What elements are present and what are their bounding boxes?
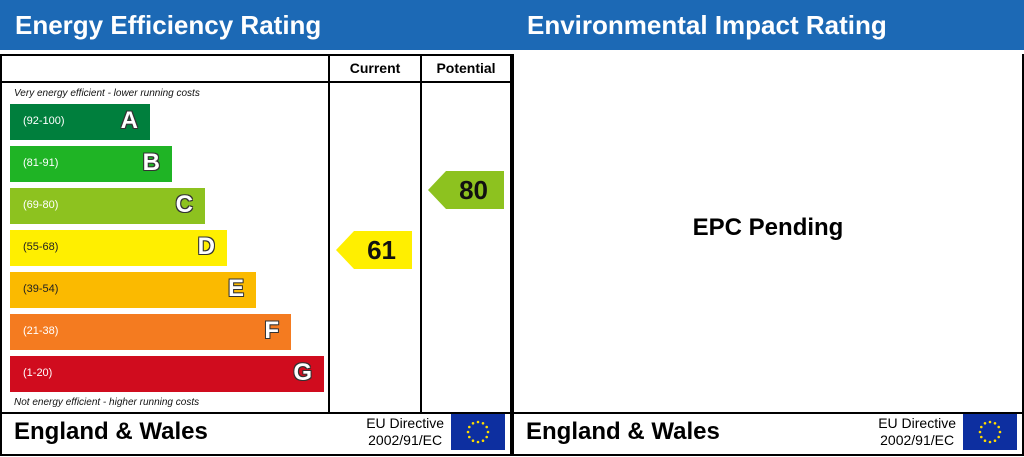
band-letter: B: [142, 149, 160, 176]
band-range: (81-91): [23, 157, 59, 169]
divider: [514, 412, 1022, 414]
divider: [328, 56, 330, 414]
band-letter: D: [197, 233, 215, 260]
band-letter: C: [175, 191, 193, 218]
band-a: (92-100) A: [10, 104, 150, 140]
environmental-impact-title: Environmental Impact Rating: [512, 0, 1024, 50]
band-e: (39-54) E: [10, 272, 256, 308]
eu-directive: EU Directive 2002/91/EC: [878, 415, 956, 449]
energy-efficiency-title: Energy Efficiency Rating: [0, 0, 512, 50]
environmental-impact-panel: EPC Pending England & Wales EU Directive…: [512, 54, 1024, 456]
band-range: (21-38): [23, 325, 59, 337]
band-range: (1-20): [23, 367, 53, 379]
band-b: (81-91) B: [10, 146, 172, 182]
band-g: (1-20) G: [10, 356, 324, 392]
energy-efficiency-panel: Current Potential Very energy efficient …: [0, 54, 512, 456]
band-letter: G: [293, 359, 312, 386]
band-letter: E: [227, 275, 244, 302]
potential-rating-arrow: 80: [428, 171, 504, 209]
footer: England & Wales EU Directive 2002/91/EC: [514, 412, 1022, 454]
divider: [420, 56, 422, 414]
region-label: England & Wales: [14, 418, 208, 445]
divider: [2, 81, 510, 83]
band-d: (55-68) D: [10, 230, 227, 266]
band-range: (92-100): [23, 115, 65, 127]
band-range: (69-80): [23, 199, 59, 211]
current-rating-arrow: 61: [336, 231, 412, 269]
directive-line2: 2002/91/EC: [368, 432, 443, 448]
current-column-header: Current: [328, 56, 420, 81]
directive-line1: EU Directive: [878, 415, 956, 431]
eu-directive: EU Directive 2002/91/EC: [366, 415, 444, 449]
epc-pending-status: EPC Pending: [692, 214, 844, 241]
top-caption: Very energy efficient - lower running co…: [14, 88, 200, 99]
potential-column-header: Potential: [420, 56, 510, 81]
band-c: (69-80) C: [10, 188, 205, 224]
region-label: England & Wales: [526, 418, 720, 445]
footer: England & Wales EU Directive 2002/91/EC: [2, 412, 510, 454]
band-range: (39-54): [23, 283, 59, 295]
band-f: (21-38) F: [10, 314, 291, 350]
band-range: (55-68): [23, 241, 59, 253]
bottom-caption: Not energy efficient - higher running co…: [14, 397, 200, 408]
band-letter: F: [264, 317, 279, 344]
directive-line2: 2002/91/EC: [880, 432, 955, 448]
directive-line1: EU Directive: [366, 415, 444, 431]
eu-flag-icon: [451, 414, 505, 450]
eu-flag-icon: [963, 414, 1017, 450]
divider: [2, 412, 510, 414]
band-letter: A: [120, 107, 138, 134]
